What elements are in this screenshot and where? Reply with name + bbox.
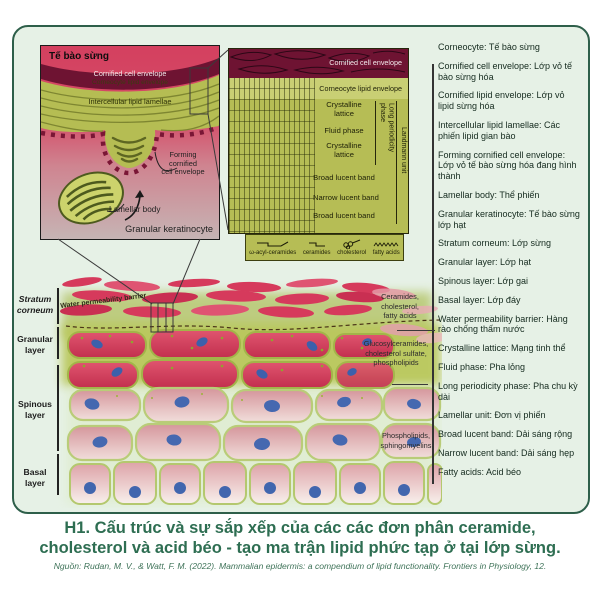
band-label-cornified-cell-envelope: Cornified cell envelope [329, 58, 402, 67]
annotation-corneum-lipids: Ceramides, cholesterol, fatty acids [381, 292, 419, 321]
row-fluid-phase: Fluid phase [324, 126, 364, 135]
label-intercellular-lipid-lamellae: Intercellular lipid lamellae [88, 97, 172, 106]
row-broad-lucent-band-2: Broad lucent band [313, 211, 375, 220]
granular-nuclei [91, 337, 372, 379]
row-crystalline-lattice-2: Crystalline lattice [326, 141, 362, 159]
glossary-item: Granular keratinocyte: Tế bào sừng lớp h… [438, 208, 580, 230]
glossary-item: Fluid phase: Pha lỏng [438, 361, 526, 372]
inset-granular-keratinocyte: Tế bào sừng Cornified cell envelope Corn… [40, 45, 220, 240]
glossary-item: Forming cornified cell envelope: Lớp vỏ … [438, 149, 577, 182]
landmann-unit-bracket-line [396, 101, 398, 224]
omega-acyl-ceramides-icon [256, 241, 289, 247]
ceramides-icon [308, 241, 325, 247]
figure-source: Nguồn: Rudan, M. V., & Watt, F. M. (2022… [53, 561, 547, 571]
label-cornified-cell-envelope: Cornified cell envelope [93, 69, 167, 78]
basal-layer-cells [69, 461, 442, 505]
figure-caption: H1. Cấu trúc và sự sắp xếp của các các đ… [39, 519, 561, 558]
row-crystalline-lattice-1: Crystalline lattice [326, 100, 362, 118]
water-barrier-line [65, 319, 441, 331]
spinous-layer-cells [66, 386, 442, 462]
glossary-item: Broad lucent band: Dải sáng rộng [438, 429, 573, 440]
glossary-item: Spinous layer: Lớp gai [438, 275, 528, 286]
band-label-corneocyte-lipid-envelope: Corneocyte lipid envelope [319, 84, 402, 93]
legend-item: ceramides [303, 240, 331, 256]
layer-bracket [57, 454, 59, 495]
layer-label-stratum-corneum: Stratum corneum [16, 294, 54, 315]
lamellae-pattern [229, 78, 315, 233]
keratohyalin-granules [80, 334, 364, 372]
long-periodicity-bracket-line [375, 101, 377, 165]
layer-label-spinous: Spinous layer [18, 399, 52, 420]
layer-bracket [57, 327, 59, 359]
glossary-item: Lamellar unit: Đơn vị phiến [438, 410, 546, 421]
annotation-basal-lipids: Phospholipids, sphingomyelins [380, 431, 432, 450]
glossary-item: Lamellar body: Thể phiến [438, 189, 540, 200]
layer-bracket [57, 288, 59, 324]
glossary-item: Crystalline lattice: Mạng tinh thể [438, 343, 566, 354]
inset-lipid-lamellae: Cornified cell envelope Corneocyte lipid… [228, 48, 409, 234]
glossary-border-line [432, 64, 434, 484]
annotation-pointer-line [397, 330, 435, 331]
basal-nuclei [84, 482, 410, 498]
lipid-legend: ω-acyl-ceramides ceramides cholesterol f… [245, 234, 404, 261]
annotation-pointer-line [392, 384, 428, 385]
glossary-panel: Corneocyte: Tế bào sừng Cornified cell e… [438, 42, 582, 478]
spinous-nuclei [84, 396, 421, 451]
legend-icon-cholesterol: cholesterol [337, 239, 366, 256]
epidermis-diagram [60, 277, 442, 505]
label-granular-keratinocyte: Granular keratinocyte [125, 224, 213, 235]
legend-item: fatty acids [373, 240, 400, 256]
spinous-granules [116, 393, 363, 401]
label-landmann-unit: Landmann unit [399, 127, 407, 174]
cornified-cell-envelope-band: Cornified cell envelope [229, 49, 408, 78]
glossary-item: Granular layer: Lớp hạt [438, 257, 531, 268]
annotation-granular-lipids: Glucosylceramides, cholesterol sulfate, … [363, 339, 429, 368]
row-broad-lucent-band-1: Broad lucent band [313, 173, 375, 182]
glossary-item: Long periodicity phase: Pha chu kỳ dài [438, 380, 578, 402]
legend-item: ω-acyl-ceramides [249, 240, 296, 256]
glossary-item: Basal layer: Lớp đáy [438, 294, 521, 305]
glossary-item: Fatty acids: Acid béo [438, 466, 522, 477]
label-corneocyte-lipid-envelope: Corneocyte lipid envelope [92, 79, 168, 86]
glossary-item: Corneocyte: Tế bào sừng [438, 42, 540, 52]
layer-bracket [57, 365, 59, 451]
row-narrow-lucent-band: Narrow lucent band [313, 193, 379, 202]
inset-title: Tế bào sừng [49, 51, 110, 62]
label-forming-cornified-cell-envelope: Forming cornified cell envelope [161, 150, 205, 177]
layer-label-basal: Basal layer [23, 467, 47, 488]
layer-label-granular: Granular layer [17, 334, 53, 355]
label-long-periodicity-phase: Long periodicity phase [378, 103, 395, 153]
glossary-item: Narrow lucent band: Dải sáng hẹp [438, 447, 575, 458]
glossary-item: Intercellular lipid lamellae: Các phiến … [438, 119, 561, 141]
cholesterol-icon [342, 239, 360, 249]
keratinocyte-illustration [41, 46, 219, 239]
fatty-acids-icon [373, 241, 399, 247]
glossary-item: Cornified cell envelope: Lớp vỏ tế bào s… [438, 60, 572, 82]
glossary-item: Cornified lipid envelope: Lớp vỏ lipid s… [438, 90, 565, 112]
label-lamellar-body: Lamellar body [109, 205, 161, 214]
corneocyte-blobs [229, 50, 406, 75]
glossary-item: Water permeability barrier: Hàng rào chố… [438, 313, 568, 335]
glossary-item: Stratum corneum: Lớp sừng [438, 238, 551, 249]
